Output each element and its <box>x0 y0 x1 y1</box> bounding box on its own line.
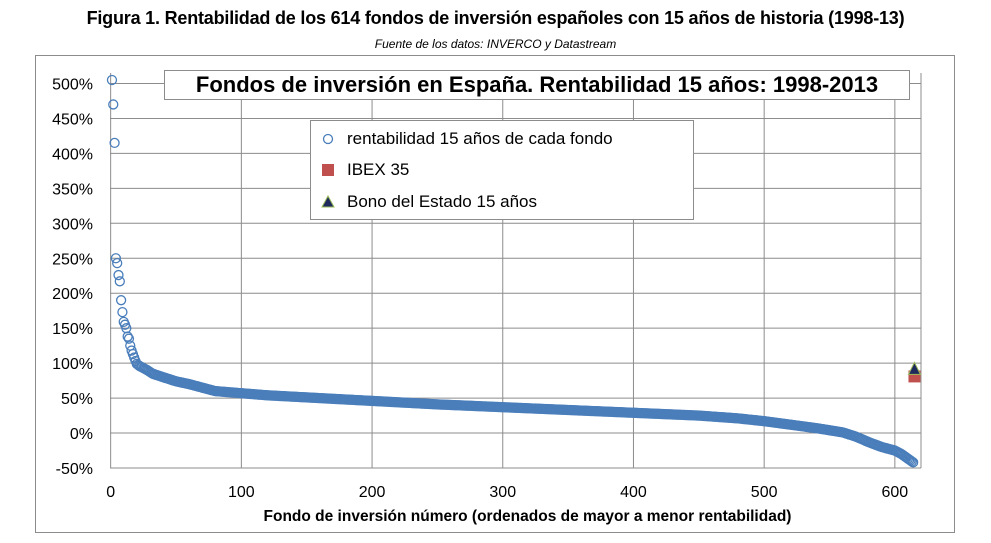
fund-point <box>114 276 125 287</box>
fund-point <box>113 269 124 281</box>
chart-frame <box>35 55 955 533</box>
y-tick-label: 200% <box>52 286 93 303</box>
fund-point <box>123 333 135 344</box>
x-tick-label: 200 <box>359 484 386 501</box>
fund-point <box>905 455 916 466</box>
legend-label-ibex: IBEX 35 <box>347 160 410 179</box>
triangle-marker-icon <box>321 195 335 208</box>
fund-point <box>115 295 127 306</box>
red-square-marker-icon <box>322 164 334 176</box>
open-circle-marker-icon <box>322 133 334 145</box>
bono-point <box>907 361 922 375</box>
fund-point <box>110 253 122 264</box>
y-tick-label: 250% <box>52 251 93 268</box>
fund-point <box>906 456 918 467</box>
x-tick-label: 500 <box>751 484 778 501</box>
y-tick-label: 150% <box>52 321 93 338</box>
x-tick-label: 100 <box>228 484 255 501</box>
fund-point <box>106 74 118 86</box>
figure-source: Fuente de los datos: INVERCO y Datastrea… <box>374 37 617 51</box>
y-tick-label: 300% <box>52 216 93 233</box>
fund-point <box>108 99 119 110</box>
x-tick-label: 600 <box>882 484 909 501</box>
y-tick-label: 400% <box>52 146 93 163</box>
fund-point <box>122 331 133 342</box>
fund-point <box>109 137 120 149</box>
y-tick-label: 350% <box>52 181 93 198</box>
fund-point <box>112 258 123 269</box>
chart-title: Fondos de inversión en España. Rentabili… <box>164 70 910 100</box>
y-tick-label: 50% <box>61 391 93 408</box>
x-axis-title: Fondo de inversión número (ordenados de … <box>263 508 792 525</box>
x-tick-label: 0 <box>106 484 115 501</box>
legend-entry-ibex: IBEX 35 <box>322 159 410 181</box>
fund-point <box>117 306 128 318</box>
fund-point <box>908 457 919 468</box>
legend-entry-bono: Bono del Estado 15 años <box>321 191 537 213</box>
figure-caption: Figura 1. Rentabilidad de los 614 fondos… <box>86 8 905 28</box>
y-tick-label: 500% <box>52 76 93 93</box>
y-tick-label: -50% <box>56 461 93 478</box>
x-tick-label: 300 <box>489 484 516 501</box>
y-tick-label: 450% <box>52 111 93 128</box>
y-tick-label: 0% <box>70 426 93 443</box>
chart-legend: rentabilidad 15 años de cada fondo IBEX … <box>310 120 694 220</box>
legend-label-rentabilidad: rentabilidad 15 años de cada fondo <box>347 129 613 148</box>
legend-label-bono: Bono del Estado 15 años <box>347 192 537 211</box>
legend-entry-rentabilidad: rentabilidad 15 años de cada fondo <box>322 128 613 150</box>
y-tick-label: 100% <box>52 356 93 373</box>
x-tick-label: 400 <box>620 484 647 501</box>
